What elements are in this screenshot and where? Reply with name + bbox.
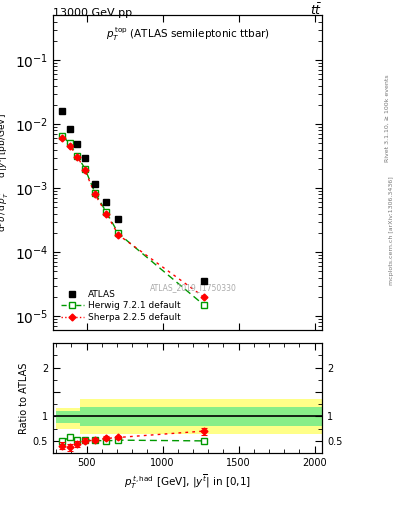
Text: mcplots.cern.ch [arXiv:1306.3436]: mcplots.cern.ch [arXiv:1306.3436] (389, 176, 393, 285)
Text: $p_T^{\,\mathrm{top}}$ (ATLAS semileptonic ttbar): $p_T^{\,\mathrm{top}}$ (ATLAS semilepton… (106, 25, 270, 42)
Text: ATLAS_2019_I1750330: ATLAS_2019_I1750330 (150, 284, 237, 292)
X-axis label: $p_T^{\,t,\mathrm{had}}$ [GeV], $|y^{\overline{t}}|$ in [0,1]: $p_T^{\,t,\mathrm{had}}$ [GeV], $|y^{\ov… (124, 472, 251, 491)
Y-axis label: $\mathrm{d}^2\sigma\,/\,\mathrm{d}\,p_T^{t,\mathrm{had}}\,\mathrm{d}\,|y^{\bar{t: $\mathrm{d}^2\sigma\,/\,\mathrm{d}\,p_T^… (0, 113, 11, 232)
Text: 13000 GeV pp: 13000 GeV pp (53, 8, 132, 18)
Text: Rivet 3.1.10, ≥ 100k events: Rivet 3.1.10, ≥ 100k events (385, 74, 389, 162)
Text: $t\bar{t}$: $t\bar{t}$ (310, 3, 322, 18)
Y-axis label: Ratio to ATLAS: Ratio to ATLAS (18, 362, 29, 434)
Legend: ATLAS, Herwig 7.2.1 default, Sherpa 2.2.5 default: ATLAS, Herwig 7.2.1 default, Sherpa 2.2.… (57, 286, 185, 326)
